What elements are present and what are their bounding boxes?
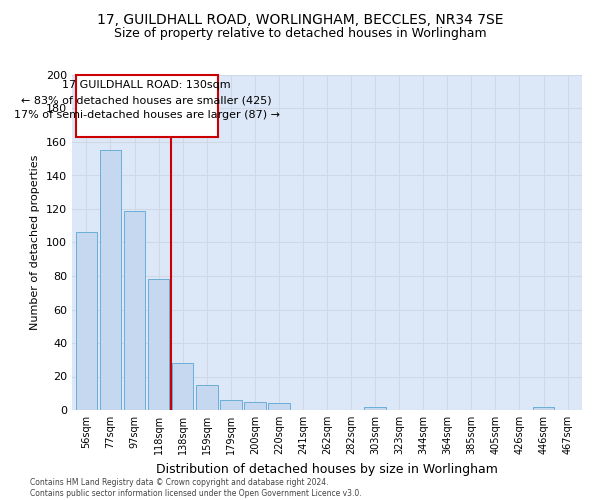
- Bar: [533, 406, 554, 410]
- Bar: [220, 400, 242, 410]
- Text: Contains HM Land Registry data © Crown copyright and database right 2024.
Contai: Contains HM Land Registry data © Crown c…: [30, 478, 362, 498]
- Bar: [244, 402, 266, 410]
- Bar: [364, 406, 386, 410]
- Bar: [268, 404, 290, 410]
- Bar: [172, 363, 193, 410]
- Text: 17% of semi-detached houses are larger (87) →: 17% of semi-detached houses are larger (…: [14, 110, 280, 120]
- Text: 17, GUILDHALL ROAD, WORLINGHAM, BECCLES, NR34 7SE: 17, GUILDHALL ROAD, WORLINGHAM, BECCLES,…: [97, 12, 503, 26]
- X-axis label: Distribution of detached houses by size in Worlingham: Distribution of detached houses by size …: [156, 462, 498, 475]
- Text: Size of property relative to detached houses in Worlingham: Size of property relative to detached ho…: [113, 28, 487, 40]
- Bar: [76, 232, 97, 410]
- Bar: [148, 280, 169, 410]
- Text: ← 83% of detached houses are smaller (425): ← 83% of detached houses are smaller (42…: [21, 95, 272, 105]
- Bar: [124, 210, 145, 410]
- Bar: [100, 150, 121, 410]
- Text: 17 GUILDHALL ROAD: 130sqm: 17 GUILDHALL ROAD: 130sqm: [62, 80, 231, 90]
- Bar: [196, 385, 218, 410]
- FancyBboxPatch shape: [76, 75, 218, 137]
- Y-axis label: Number of detached properties: Number of detached properties: [31, 155, 40, 330]
